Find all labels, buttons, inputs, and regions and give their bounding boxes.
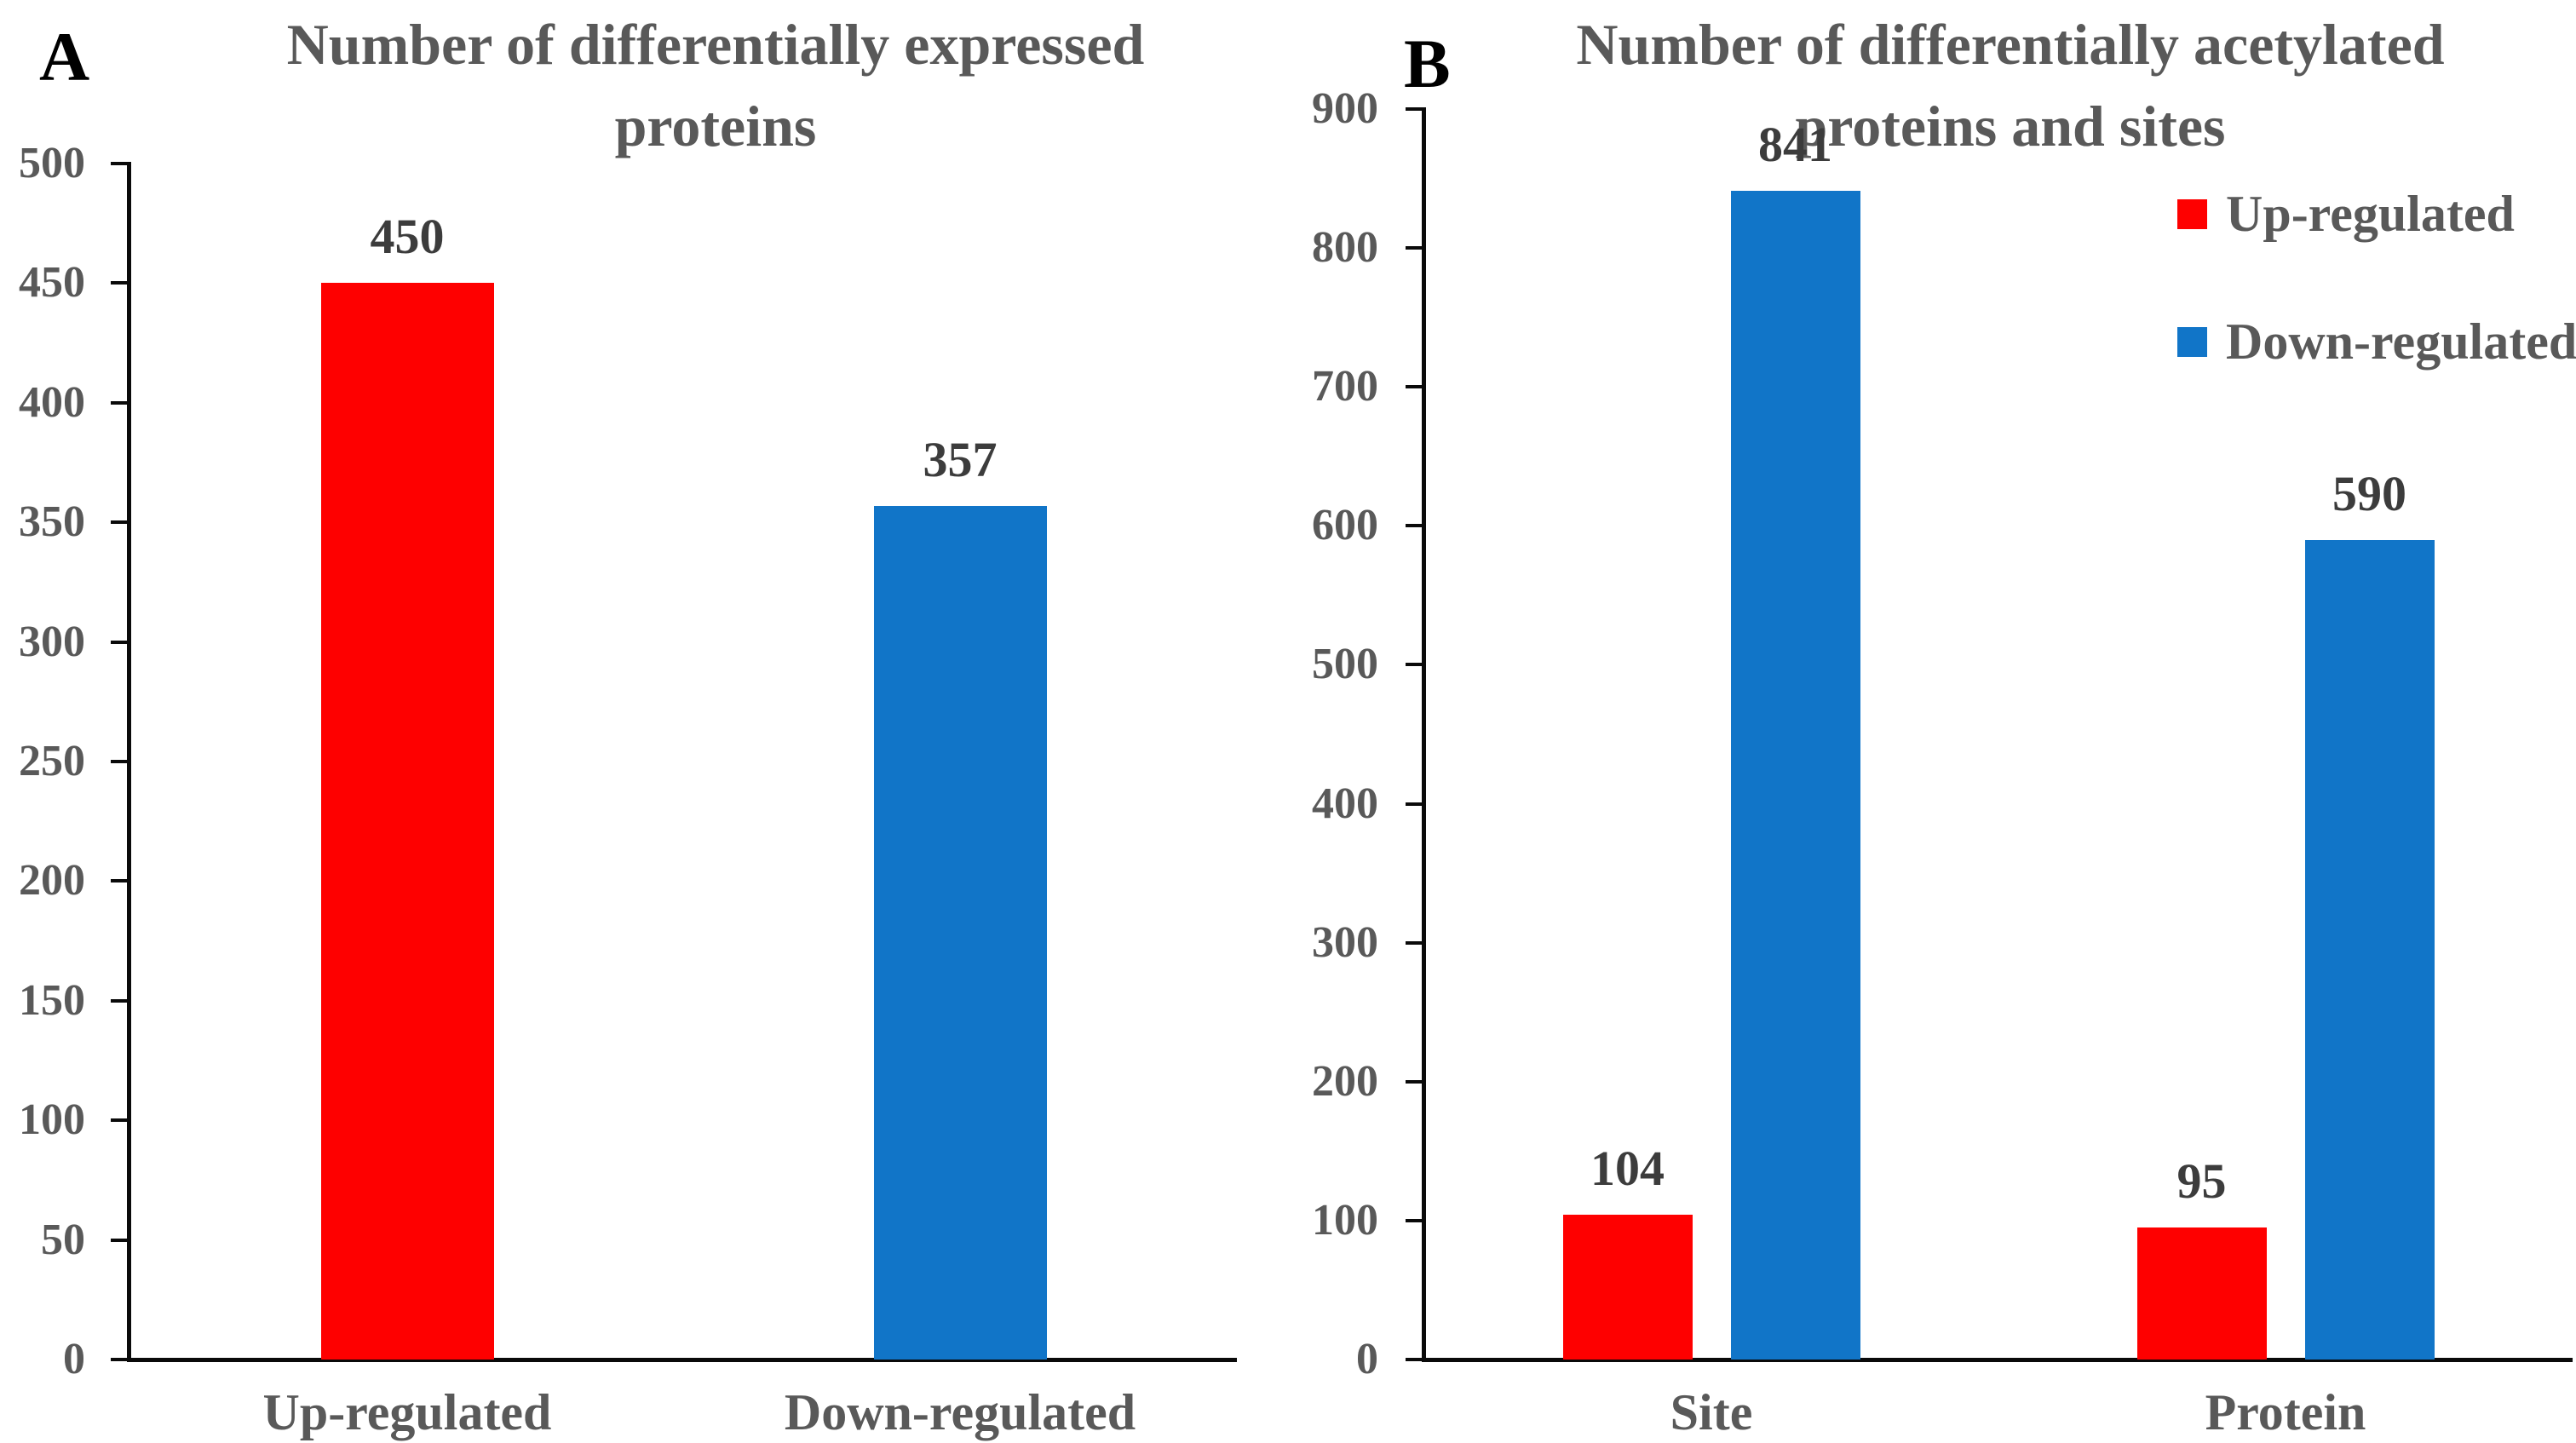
- y-axis-tick: [1406, 1358, 1423, 1361]
- panel-a-y-axis-line: [127, 162, 131, 1362]
- y-axis-tick: [111, 640, 128, 644]
- legend-label-down-regulated: Down-regulated: [2226, 313, 2576, 370]
- y-axis-tick-label: 450: [19, 258, 85, 308]
- y-axis-tick: [1406, 1079, 1423, 1084]
- y-axis-tick-label: 900: [1312, 84, 1378, 133]
- bar-down-regulated: [873, 505, 1047, 1360]
- y-axis-tick-label: 600: [1312, 501, 1378, 550]
- y-axis-tick: [111, 162, 128, 165]
- y-axis-tick: [111, 1238, 128, 1242]
- panel-b-title: Number of differentially acetylated prot…: [1576, 12, 2445, 158]
- y-axis-tick: [111, 281, 128, 285]
- y-axis-tick: [111, 998, 128, 1003]
- legend-swatch-up-regulated-icon: [2177, 198, 2207, 229]
- y-axis-tick: [1406, 1218, 1423, 1222]
- y-axis-tick-label: 250: [19, 737, 85, 785]
- panel-b-y-axis-line: [1422, 107, 1426, 1362]
- y-axis-tick: [111, 1118, 128, 1123]
- bar-site-up-regulated: [1562, 1215, 1693, 1360]
- panel-a-letter: A: [39, 18, 90, 95]
- y-axis-tick-label: 0: [1356, 1335, 1378, 1383]
- bar-value-label: 450: [370, 209, 445, 265]
- y-axis-tick-label: 50: [41, 1215, 85, 1264]
- y-axis-tick-label: 300: [19, 617, 85, 666]
- y-axis-tick: [111, 879, 128, 883]
- bar-value-label: 357: [923, 431, 998, 487]
- y-axis-tick-label: 150: [19, 975, 85, 1025]
- legend-swatch-down-regulated-icon: [2177, 326, 2207, 357]
- y-axis-tick-label: 200: [19, 856, 85, 905]
- legend-item-up-regulated: Up-regulated: [2177, 184, 2576, 244]
- legend: Up-regulated Down-regulated: [2177, 184, 2576, 371]
- bar-protein-down-regulated: [2304, 539, 2435, 1360]
- y-axis-tick-label: 350: [19, 497, 85, 547]
- y-axis-tick: [1406, 524, 1423, 528]
- y-axis-tick-label: 400: [1312, 779, 1378, 828]
- panel-b-letter: B: [1404, 25, 1451, 102]
- legend-label-up-regulated: Up-regulated: [2226, 185, 2515, 242]
- y-axis-tick: [111, 760, 128, 763]
- y-axis-tick: [1406, 107, 1423, 111]
- bar-up-regulated: [320, 283, 494, 1360]
- y-axis-tick-label: 400: [19, 377, 85, 427]
- bar-site-down-regulated: [1730, 191, 1860, 1360]
- y-axis-tick: [111, 520, 128, 525]
- y-axis-tick-label: 100: [19, 1095, 85, 1145]
- y-axis-tick: [1406, 940, 1423, 945]
- bar-protein-up-regulated: [2136, 1227, 2267, 1360]
- panel-b-x-axis-line: [1422, 1358, 2573, 1362]
- bar-value-label: 590: [2332, 465, 2406, 521]
- y-axis-tick: [111, 400, 128, 405]
- y-axis-tick: [1406, 246, 1423, 250]
- y-axis-tick-label: 500: [1312, 640, 1378, 689]
- panel-a-x-axis-line: [127, 1358, 1237, 1362]
- x-category-label: Protein: [2205, 1384, 2366, 1440]
- bar-value-label: 104: [1590, 1141, 1665, 1197]
- y-axis-tick-label: 500: [19, 139, 85, 187]
- y-axis-tick-label: 100: [1312, 1195, 1378, 1245]
- y-axis-tick: [111, 1358, 128, 1361]
- x-category-label: Site: [1670, 1384, 1753, 1440]
- bar-value-label: 95: [2176, 1153, 2227, 1210]
- x-category-label: Up-regulated: [262, 1384, 552, 1440]
- y-axis-tick: [1406, 663, 1423, 667]
- y-axis-tick-label: 700: [1312, 362, 1378, 411]
- y-axis-tick-label: 200: [1312, 1056, 1378, 1106]
- bar-value-label: 841: [1758, 117, 1832, 173]
- panel-a-title: Number of differentially expressed prote…: [286, 12, 1145, 158]
- y-axis-tick-label: 800: [1312, 223, 1378, 273]
- y-axis-tick: [1406, 385, 1423, 389]
- legend-item-down-regulated: Down-regulated: [2177, 312, 2576, 371]
- y-axis-tick-label: 300: [1312, 917, 1378, 967]
- y-axis-tick-label: 0: [63, 1335, 85, 1383]
- y-axis-tick: [1406, 802, 1423, 806]
- x-category-label: Down-regulated: [784, 1384, 1136, 1440]
